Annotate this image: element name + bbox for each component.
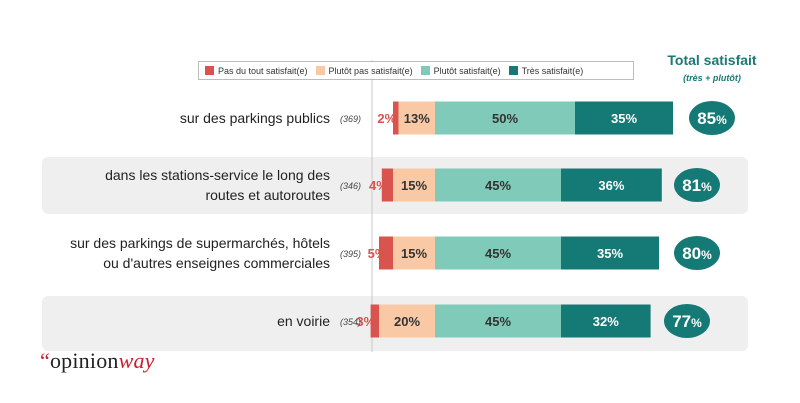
legend-swatch [315, 66, 325, 75]
legend-item-plutot-pas: Plutôt pas satisfait(e) [315, 65, 413, 76]
bar-value-label: 50% [492, 111, 518, 126]
legend-label: Pas du tout satisfait(e) [218, 65, 308, 76]
logo-way: way [118, 348, 155, 373]
legend-item-tres: Très satisfait(e) [508, 65, 584, 76]
sample-size-label: (369) [340, 114, 361, 124]
bar-value-label: 35% [597, 246, 623, 261]
legend-item-plutot: Plutôt satisfait(e) [420, 65, 501, 76]
bar-segment [370, 304, 379, 338]
bar-segment [379, 304, 435, 338]
total-badge [674, 168, 720, 202]
opinionway-logo: “opinionway [40, 348, 155, 374]
bar-value-label: 35% [611, 111, 637, 126]
bar-value-label: 45% [485, 314, 511, 329]
category-label: dans les stations-service le long des [105, 167, 330, 183]
bar-value-label: 2% [377, 111, 396, 126]
category-label: routes et autoroutes [205, 187, 330, 203]
sample-size-label: (395) [340, 249, 361, 259]
bar-value-label: 36% [598, 178, 624, 193]
bar-value-label: 5% [368, 246, 387, 261]
total-subtitle: (très + plutôt) [683, 73, 741, 83]
total-badge [689, 101, 735, 135]
logo-opinion: opinion [49, 348, 119, 373]
legend-label: Très satisfait(e) [521, 65, 584, 76]
bar-value-label: 15% [401, 178, 427, 193]
bar-value-label: 45% [485, 178, 511, 193]
bar-segment [435, 236, 561, 270]
bar-segment [435, 101, 575, 135]
sample-size-label: (354) [340, 317, 361, 327]
category-label: sur des parkings publics [180, 110, 330, 126]
category-label: en voirie [277, 313, 330, 329]
bar-segment [381, 168, 393, 202]
legend-swatch [205, 66, 214, 75]
legend-item-pas-du-tout: Pas du tout satisfait(e) [205, 66, 308, 76]
logo-quote: “ [40, 348, 50, 373]
bar-segment [435, 168, 561, 202]
legend-label: Plutôt pas satisfait(e) [328, 65, 413, 76]
bar-value-label: 20% [394, 314, 420, 329]
legend-swatch [508, 66, 518, 75]
bar-segment [393, 168, 435, 202]
bar-segment [393, 101, 399, 135]
legend: Pas du tout satisfait(e) Plutôt pas sati… [198, 61, 634, 80]
total-value: 77% [672, 312, 702, 331]
total-value: 80% [682, 244, 712, 263]
bar-segment [379, 236, 393, 270]
legend-swatch [420, 66, 430, 75]
bar-value-label: 32% [593, 314, 619, 329]
total-badge [664, 304, 710, 338]
total-title: Total satisfait [667, 52, 757, 68]
bar-segment [393, 236, 435, 270]
category-label: sur des parkings de supermarchés, hôtels [70, 235, 330, 251]
bar-segment [561, 236, 659, 270]
bar-segment [435, 304, 561, 338]
bar-value-label: 45% [485, 246, 511, 261]
sample-size-label: (346) [340, 181, 361, 191]
bar-segment [575, 101, 673, 135]
category-label: ou d'autres enseignes commerciales [103, 255, 330, 271]
bar-value-label: 3% [356, 314, 375, 329]
total-badge [674, 236, 720, 270]
total-value: 85% [697, 109, 727, 128]
bar-value-label: 13% [404, 111, 430, 126]
bar-segment [561, 304, 651, 338]
bar-segment [561, 168, 662, 202]
bar-value-label: 4% [369, 178, 388, 193]
bar-segment [398, 101, 435, 135]
bar-value-label: 15% [401, 246, 427, 261]
total-value: 81% [682, 176, 712, 195]
legend-label: Plutôt satisfait(e) [433, 65, 501, 76]
